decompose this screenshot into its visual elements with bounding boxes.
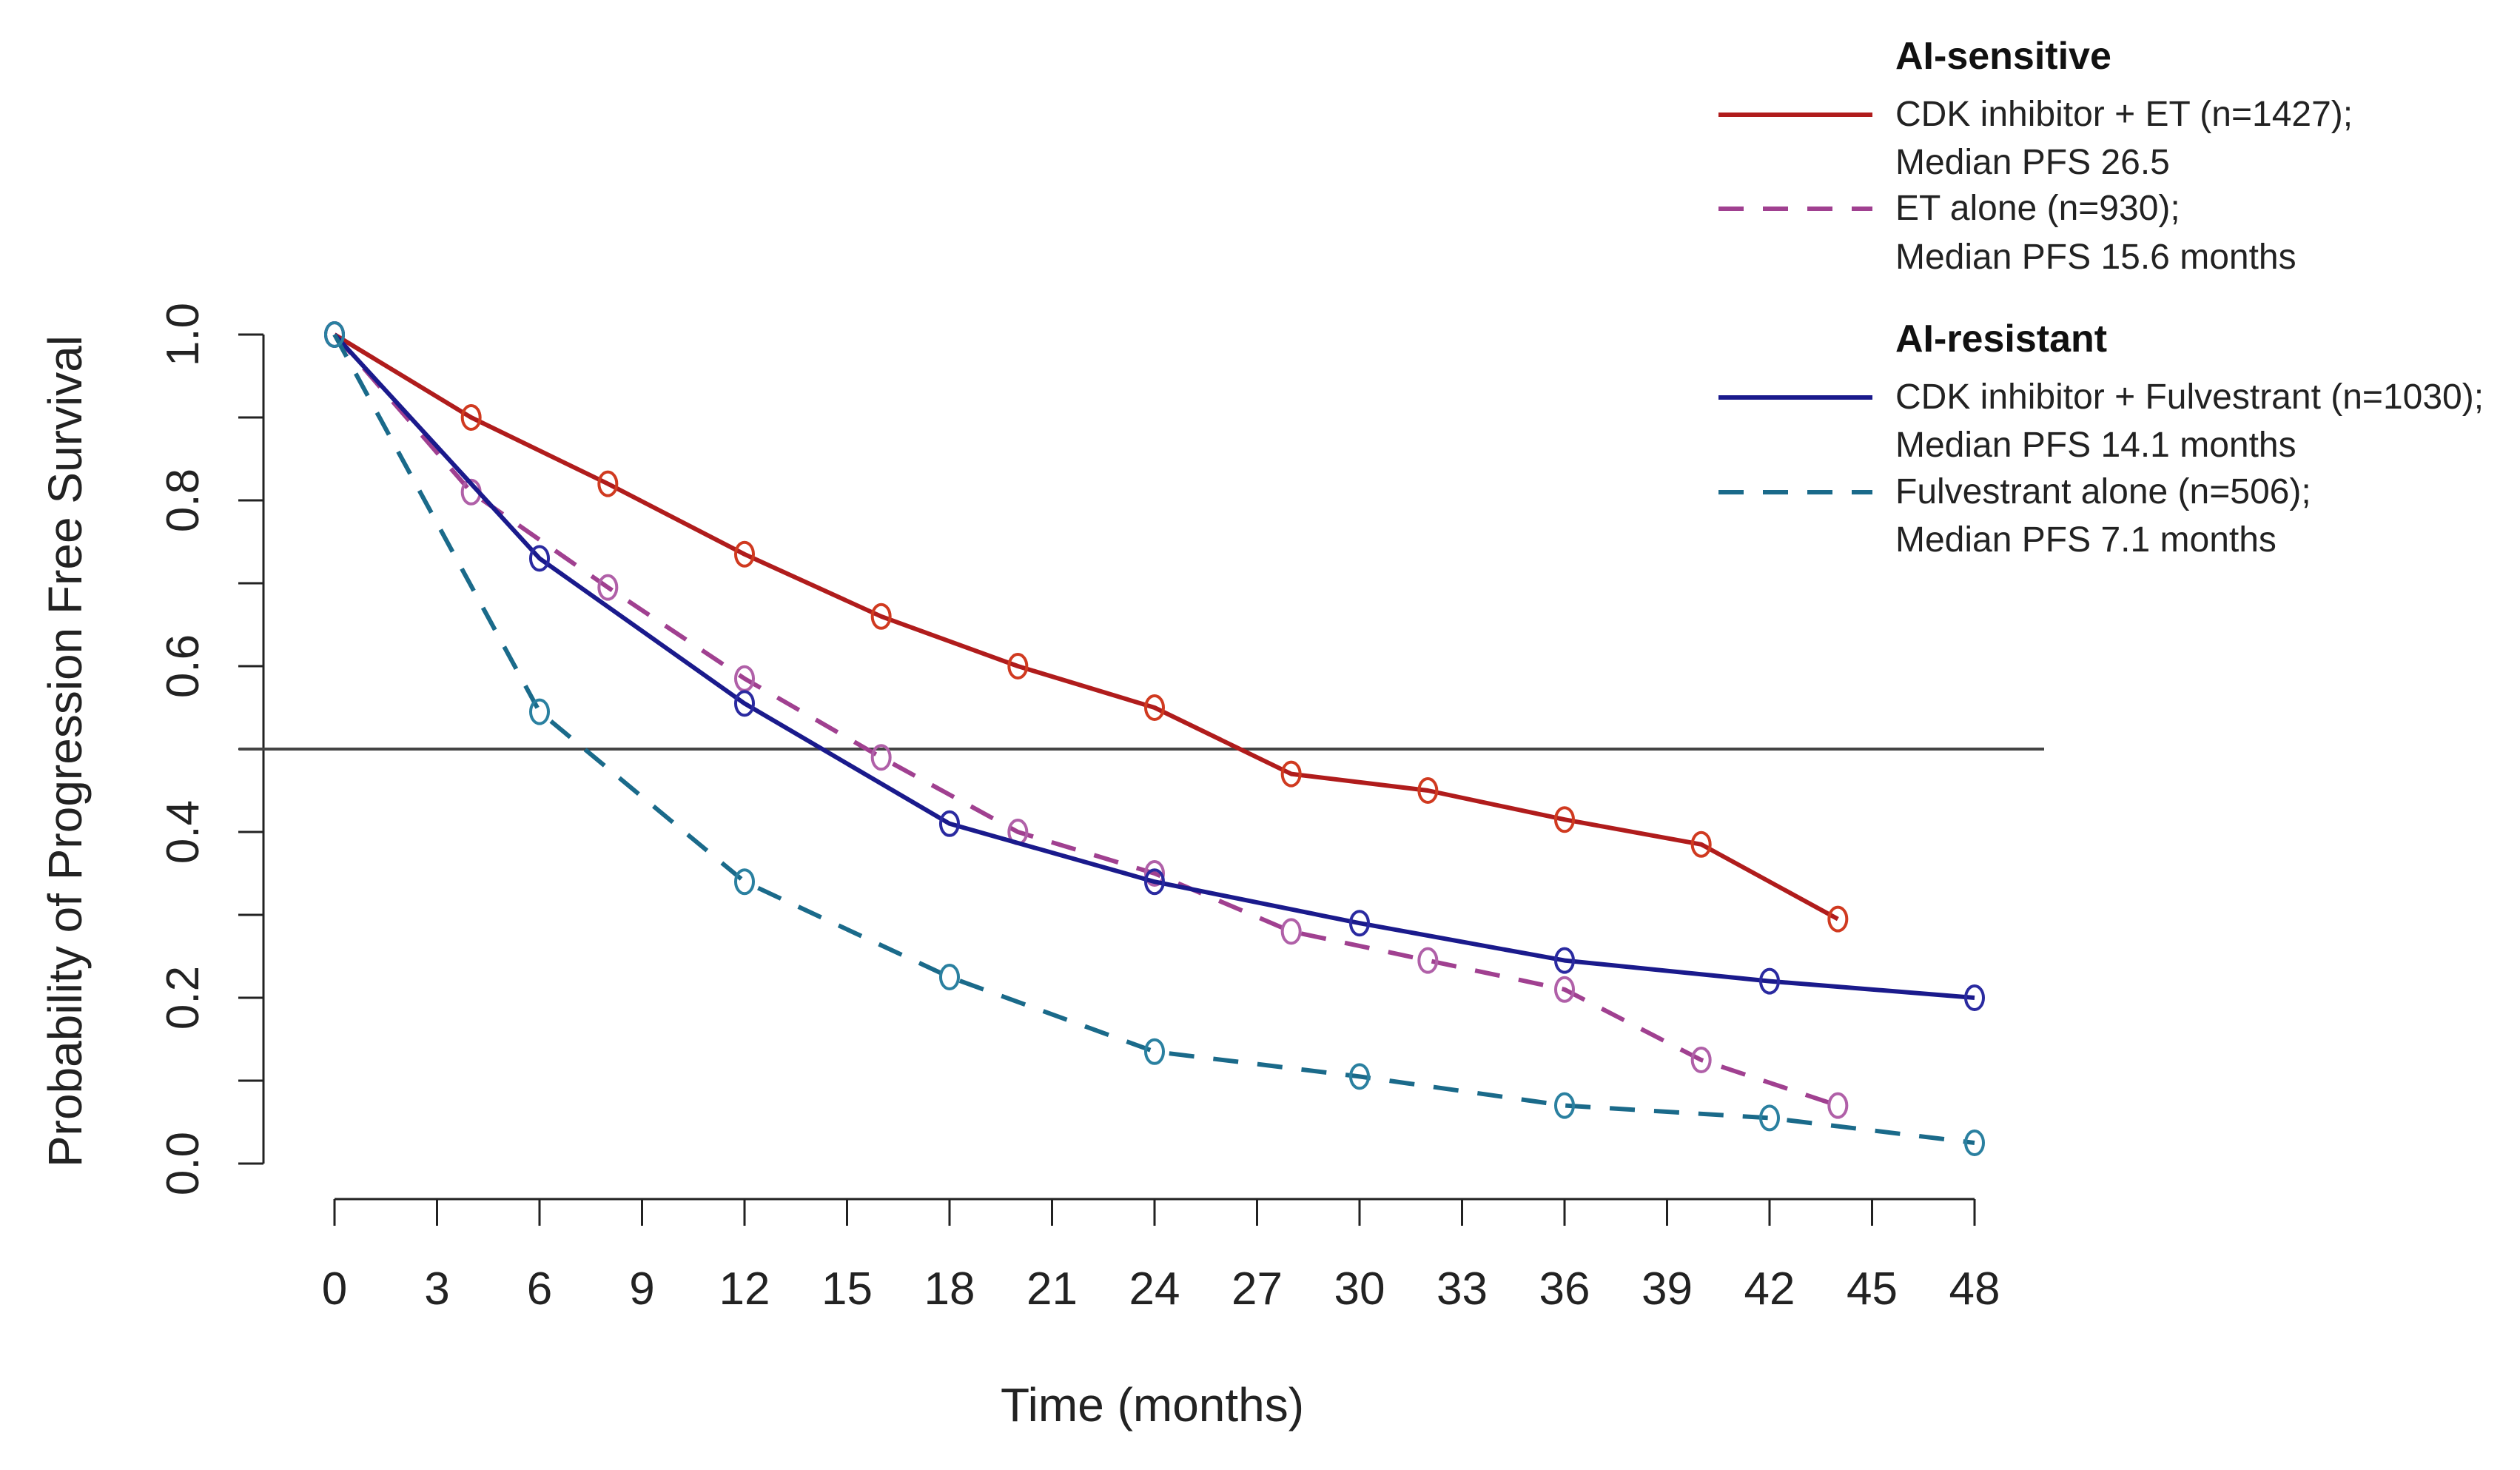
- data-point: [1554, 806, 1575, 833]
- axes: 0.00.20.40.60.81.00 3 6 9 12 15 18 21 24 27 30 33 36…: [158, 303, 2044, 1315]
- data-point: [734, 540, 755, 568]
- y-axis-title: Probability of Progression Free Survival: [38, 335, 92, 1167]
- legend-label: CDK inhibitor + ET (n=1427);: [1895, 95, 2353, 134]
- data-point: [597, 470, 619, 497]
- legend-group-title: AI-resistant: [1895, 318, 2107, 360]
- data-point: [939, 810, 960, 837]
- y-tick-label: 0.2: [158, 966, 209, 1030]
- series-1: [324, 321, 1849, 1119]
- x-tick-label: 21: [1027, 1263, 1078, 1315]
- data-point: [1144, 694, 1165, 721]
- data-point: [1690, 1047, 1712, 1073]
- x-tick-label: 39: [1642, 1263, 1693, 1315]
- x-tick-label: 9: [629, 1263, 654, 1315]
- legend: AI-sensitive CDK inhibitor + ET (n=1427);…: [1718, 35, 2484, 560]
- data-point: [734, 868, 755, 896]
- data-point: [734, 690, 755, 717]
- legend-label-line2: Median PFS 14.1 months: [1895, 426, 2296, 465]
- data-point: [1964, 1130, 1985, 1156]
- data-point: [870, 744, 892, 771]
- data-point: [1349, 1063, 1370, 1090]
- data-point: [1280, 918, 1302, 945]
- y-tick-label: 0.0: [158, 1132, 209, 1195]
- x-tick-label: 45: [1847, 1263, 1898, 1315]
- series-line: [333, 332, 1839, 922]
- data-point: [529, 545, 550, 572]
- data-point: [529, 698, 550, 725]
- data-point: [1554, 1092, 1575, 1119]
- data-point: [1554, 976, 1575, 1003]
- data-point: [1349, 910, 1370, 937]
- x-tick-label: 36: [1539, 1263, 1590, 1315]
- x-tick-label: 18: [924, 1263, 975, 1315]
- series-group: [324, 321, 1985, 1156]
- x-tick-label: 6: [527, 1263, 552, 1315]
- y-tick-label: 0.6: [158, 634, 209, 698]
- data-point: [1554, 947, 1575, 974]
- data-point: [1417, 947, 1439, 974]
- x-tick-label: 30: [1334, 1263, 1385, 1315]
- legend-label: CDK inhibitor + Fulvestrant (n=1030);: [1895, 377, 2484, 417]
- y-tick-label: 1.0: [158, 303, 209, 366]
- data-point: [324, 321, 345, 348]
- data-point: [1964, 984, 1985, 1011]
- y-tick-label: 0.4: [158, 800, 209, 864]
- legend-label-line2: Median PFS 26.5: [1895, 143, 2170, 182]
- data-point: [1827, 1092, 1849, 1119]
- x-tick-label: 24: [1129, 1263, 1180, 1315]
- data-point: [1144, 868, 1165, 896]
- data-point: [870, 603, 892, 630]
- series-3: [324, 321, 1985, 1156]
- x-tick-label: 15: [821, 1263, 873, 1315]
- data-point: [1827, 905, 1849, 933]
- x-tick-label: 48: [1949, 1263, 2000, 1315]
- data-point: [1007, 653, 1029, 679]
- legend-label: Fulvestrant alone (n=506);: [1895, 472, 2311, 511]
- data-point: [1144, 1038, 1165, 1065]
- data-point: [1690, 830, 1712, 858]
- data-point: [1417, 777, 1439, 804]
- x-tick-label: 3: [424, 1263, 449, 1315]
- series-line: [332, 332, 1975, 1000]
- legend-group-title: AI-sensitive: [1895, 35, 2111, 78]
- data-point: [1144, 860, 1165, 887]
- series-2: [324, 321, 1985, 1011]
- data-point: [597, 574, 619, 601]
- x-tick-label: 12: [719, 1263, 770, 1315]
- x-tick-label: 42: [1744, 1263, 1795, 1315]
- series-line: [332, 333, 1839, 1108]
- legend-label-line2: Median PFS 7.1 months: [1895, 520, 2277, 560]
- x-tick-label: 33: [1437, 1263, 1488, 1315]
- y-tick-label: 0.8: [158, 469, 209, 532]
- data-point: [1280, 760, 1302, 788]
- data-point: [1759, 967, 1780, 995]
- data-point: [460, 404, 482, 431]
- series-line: [332, 333, 1975, 1145]
- x-tick-label: 27: [1232, 1263, 1283, 1315]
- x-tick-label: 0: [322, 1263, 347, 1315]
- data-point: [1759, 1104, 1780, 1132]
- x-axis-title: Time (months): [1001, 1378, 1304, 1432]
- data-point: [939, 964, 960, 990]
- legend-label: ET alone (n=930);: [1895, 189, 2180, 228]
- series-0: [324, 321, 1849, 933]
- legend-label-line2: Median PFS 15.6 months: [1895, 238, 2296, 277]
